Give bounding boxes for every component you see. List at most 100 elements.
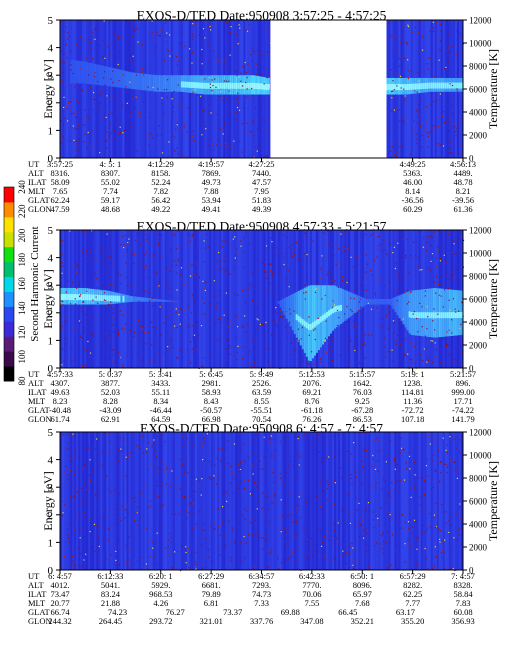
column [112,432,115,570]
speckle [370,234,372,237]
column-core [231,82,234,89]
speckle [82,251,84,253]
speckle [406,42,408,44]
speckle [86,477,89,479]
speckle [98,538,100,540]
column-band [124,294,127,303]
speckle [128,238,130,240]
speckle [252,272,254,274]
speckle [202,446,204,448]
speckle [218,290,220,292]
speckle [207,44,209,46]
speckle [308,553,310,555]
speckle [294,242,296,244]
table-cell: 7440. [252,168,271,178]
colorbar-segment [4,351,14,367]
speckle [112,70,114,72]
colorbar-segment [4,231,14,248]
speckle [83,331,85,333]
speckle [171,567,174,569]
speckle [294,448,296,450]
speckle [264,269,266,272]
speckle [215,86,217,88]
speckle [136,150,138,152]
speckle [83,366,85,368]
speckle [70,64,72,66]
speckle [98,545,100,548]
speckle [244,480,246,482]
speckle [273,481,275,483]
speckle [404,95,406,97]
speckle [375,482,377,484]
speckle [166,88,168,91]
column-band [98,64,101,86]
speckle [127,231,129,233]
column-band [130,296,133,302]
speckle [204,109,206,111]
column [420,432,423,570]
speckle [179,488,181,490]
speckle [458,32,460,35]
column-core [438,82,442,89]
column [207,230,210,368]
table-cell: 56.42 [151,195,170,205]
speckle [224,454,226,456]
colorbar-title: Second Harmonic Current [29,226,41,341]
column-core [180,81,184,88]
speckle [347,494,349,496]
speckle [322,231,325,234]
table-cell: 8307. [101,168,120,178]
speckle [106,140,108,142]
speckle [402,26,404,28]
table-cell: 6: 4:57 [48,571,72,581]
speckle [194,491,196,493]
speckle [390,495,392,497]
speckle [381,534,383,537]
speckle [455,135,457,137]
speckle [321,462,323,464]
speckle [439,49,441,51]
column-band [74,60,77,84]
speckle [269,270,271,272]
speckle [339,562,341,565]
column-core [253,82,256,89]
column-core [408,311,411,318]
column-core [195,82,198,89]
column-core [267,83,270,90]
speckle [223,277,225,279]
column-band [128,295,131,303]
speckle [293,460,295,462]
table-cell: -36.56 [402,195,424,205]
speckle [266,288,268,290]
column-band [130,72,133,89]
speckle [385,308,388,310]
speckle [436,99,438,101]
column-core [90,294,93,301]
speckle [445,522,447,524]
speckle [412,359,414,361]
speckle [376,450,379,453]
column-core [338,305,341,312]
speckle [346,306,348,308]
speckle [222,506,224,508]
column [195,230,198,368]
speckle [200,95,202,97]
speckle [440,144,442,146]
speckle [172,106,174,108]
column [400,432,403,570]
speckle [87,131,89,134]
speckle [108,129,110,131]
column-band [112,68,115,87]
speckle [350,309,352,311]
speckle [423,237,425,239]
column-band [313,285,317,356]
speckle [210,464,212,466]
speckle [226,363,228,365]
speckle [222,494,224,496]
speckle [234,257,236,259]
table-cell: 7.68 [355,598,370,608]
speckle [158,243,160,245]
speckle [143,101,145,103]
speckle [124,129,126,131]
